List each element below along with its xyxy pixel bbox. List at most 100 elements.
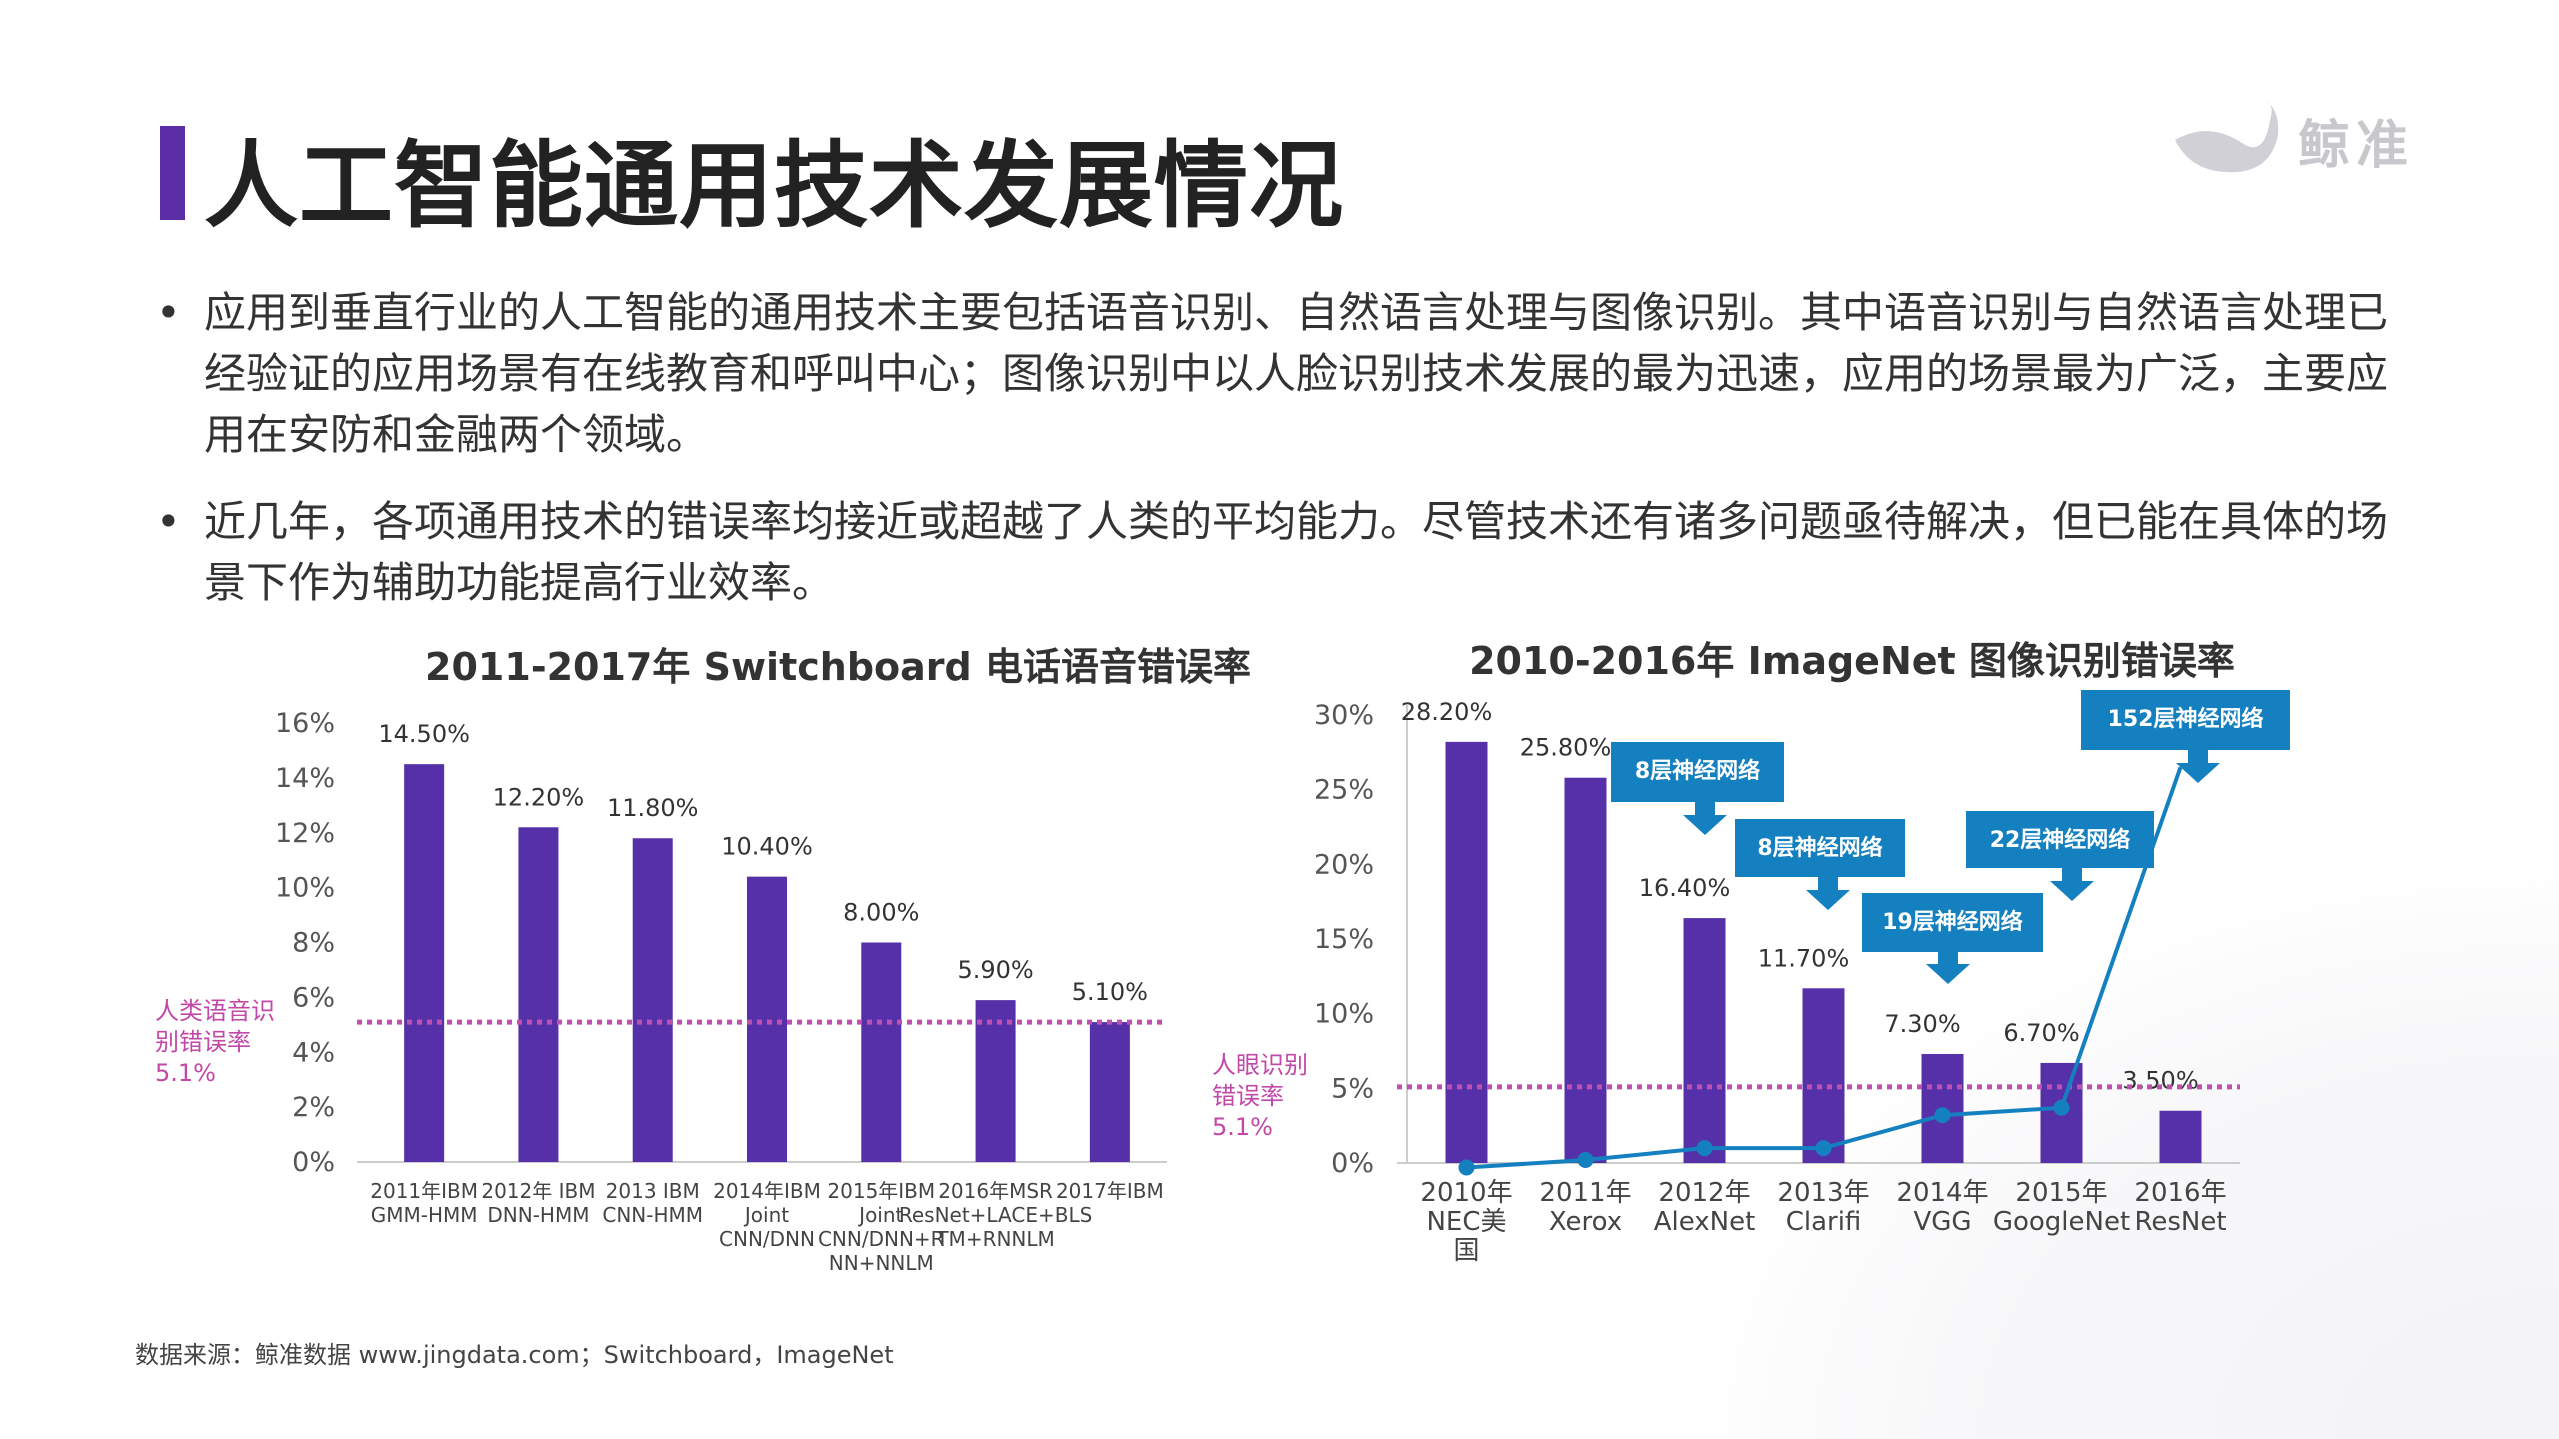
page-title: 人工智能通用技术发展情况 [204,132,1345,241]
callout-label: 8层神经网络 [1757,835,1882,861]
data-label: 11.80% [607,794,699,822]
speech-chart-title: 2011-2017年 Switchboard 电话语音错误率 [425,645,1251,689]
source-footnote: 数据来源：鲸准数据 www.jingdata.com；Switchboard，I… [135,1341,894,1369]
y-tick-label: 6% [292,982,335,1013]
x-category-label: GMM-HMM [371,1203,478,1227]
x-category-label: 2011年IBM [370,1179,478,1203]
y-tick-label: 2% [292,1092,335,1123]
data-label: 14.50% [378,720,470,748]
x-category-label: CNN-HMM [602,1203,703,1227]
x-category-label: 2012年 [1658,1178,1750,1208]
x-category-label: 2014年IBM [713,1179,821,1203]
bar [518,827,559,1162]
callout-arrow [2050,868,2094,901]
x-category-label: 2011年 [1539,1178,1631,1208]
callout-arrow [1683,802,1727,835]
x-category-label: 2012年 IBM [481,1179,595,1203]
bar [1802,988,1845,1163]
callout-box [1862,893,2043,952]
y-tick-label: 0% [292,1147,335,1178]
bar [1089,1022,1130,1162]
speech-human-error-label: 人类语音识 别错误率 5.1% [155,996,295,1089]
callout-arrow [2176,750,2220,783]
x-category-label: 2016年MSR [938,1179,1053,1203]
label-line: 5.1% [1212,1113,1273,1141]
image-chart-title: 2010-2016年 ImageNet 图像识别错误率 [1469,639,2235,683]
line-point [2053,1099,2070,1116]
y-tick-label: 16% [275,708,335,739]
line-point [1458,1159,1475,1176]
data-label: 6.70% [2003,1019,2079,1047]
y-tick-label: 20% [1314,849,1374,880]
y-tick-label: 25% [1314,775,1374,806]
bullet-dot: • [156,288,181,337]
bullet-text: 近几年，各项通用技术的错误率均接近或超越了人类的平均能力。尽管技术还有诸多问题亟… [204,497,2389,607]
bullet-item: • 近几年，各项通用技术的错误率均接近或超越了人类的平均能力。尽管技术还有诸多问… [150,491,2410,613]
bar [975,1000,1016,1162]
callout-box [1966,811,2154,868]
bar [2159,1110,2202,1163]
y-tick-label: 30% [1314,700,1374,731]
logo-text: 鲸准 [2298,115,2415,176]
line-point [1577,1152,1594,1169]
label-line: 错误率 [1212,1082,1284,1110]
data-label: 11.70% [1758,944,1850,972]
callout-arrow [1926,952,1970,984]
label-line: 5.1% [155,1059,216,1087]
bar [861,942,902,1162]
callout-label: 8层神经网络 [1635,758,1760,784]
data-label: 8.00% [843,899,919,927]
callout-box [2081,690,2290,750]
bar [1564,777,1607,1163]
callout-box [1735,819,1905,877]
callout-box [1611,742,1784,802]
x-category-label: DNN-HMM [487,1203,589,1227]
x-category-label: 2015年 [2015,1178,2107,1208]
y-tick-label: 15% [1314,924,1374,955]
data-label: 7.30% [1884,1010,1960,1038]
x-category-label: Joint [743,1203,789,1227]
x-category-label: 2014年 [1896,1178,1988,1208]
data-label: 10.40% [721,833,813,861]
x-category-label: 2013 IBM [606,1179,700,1203]
x-category-label: TM+RNNLM [935,1227,1054,1251]
y-tick-label: 14% [275,763,335,794]
x-category-label: NEC美 [1426,1207,1506,1237]
x-category-label: 2016年 [2134,1178,2226,1208]
x-category-label: 2015年IBM [827,1179,935,1203]
bar [747,876,787,1162]
x-category-label: 2013年 [1777,1178,1869,1208]
x-category-label: CNN/DNN [719,1227,815,1251]
data-label: 5.90% [957,956,1033,984]
x-category-label: NN+NNLM [829,1251,934,1275]
callout-label: 19层神经网络 [1882,909,2023,935]
x-category-label: Xerox [1549,1207,1622,1237]
label-line: 人类语音识 [155,997,275,1025]
label-line: 别错误率 [155,1028,251,1056]
y-tick-label: 5% [1331,1073,1374,1104]
bullet-text: 应用到垂直行业的人工智能的通用技术主要包括语音识别、自然语言处理与图像识别。其中… [204,288,2389,459]
line-point [1934,1107,1951,1124]
title-accent-bar [160,126,185,220]
y-tick-label: 8% [292,928,335,959]
bar [1445,741,1488,1163]
label-line: 人眼识别 [1212,1051,1308,1079]
data-label: 3.50% [2122,1067,2198,1095]
callout-label: 152层神经网络 [2108,706,2264,732]
callout-label: 22层神经网络 [1990,827,2131,853]
bar [404,764,445,1162]
data-label: 25.80% [1520,734,1612,762]
line-point [1696,1140,1713,1157]
x-category-label: VGG [1913,1207,1971,1237]
x-category-label: Clarifi [1786,1207,1862,1237]
image-human-error-label: 人眼识别 错误率 5.1% [1212,1050,1352,1143]
x-category-label: 2010年 [1420,1178,1512,1208]
x-category-label: Joint [857,1203,903,1227]
x-category-label: ResNet+LACE+BLS [899,1203,1092,1227]
data-label: 5.10% [1072,978,1148,1006]
x-category-label: 国 [1453,1236,1479,1266]
callout-arrow [1806,877,1850,910]
whale-logo-icon [2175,100,2279,173]
bar [1683,918,1726,1163]
